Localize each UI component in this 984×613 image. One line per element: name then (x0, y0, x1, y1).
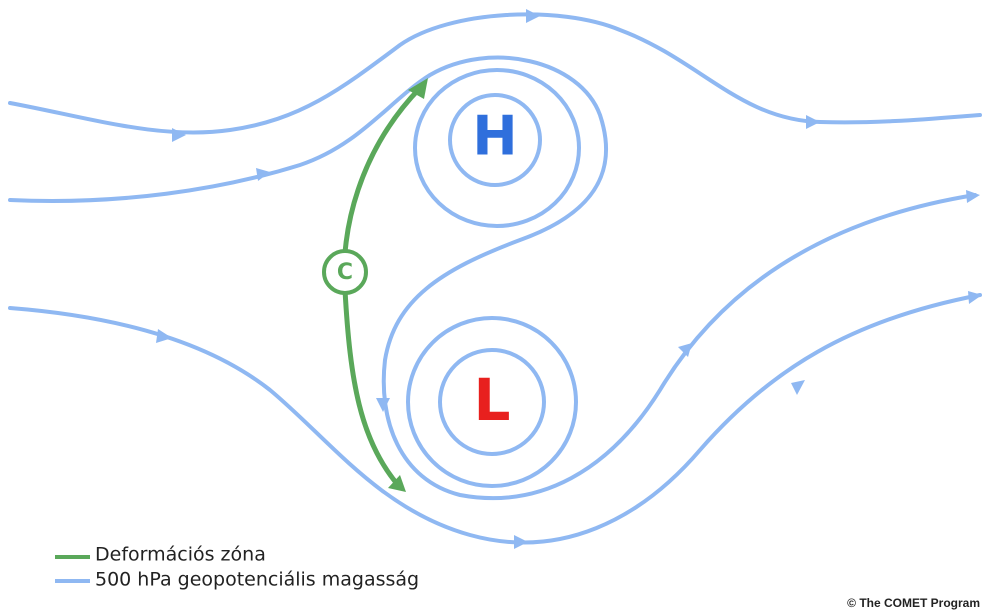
streamlines (8, 9, 982, 549)
legend-entry: 500 hPa geopotenciális magasság (95, 569, 419, 591)
high-label: H (472, 105, 517, 168)
legend-entry: Deformációs zóna (95, 544, 266, 566)
low-label: L (474, 366, 511, 434)
deformation-zone: C (322, 78, 428, 492)
credit: © The COMET Program (847, 596, 980, 610)
center-label: C (337, 260, 353, 285)
